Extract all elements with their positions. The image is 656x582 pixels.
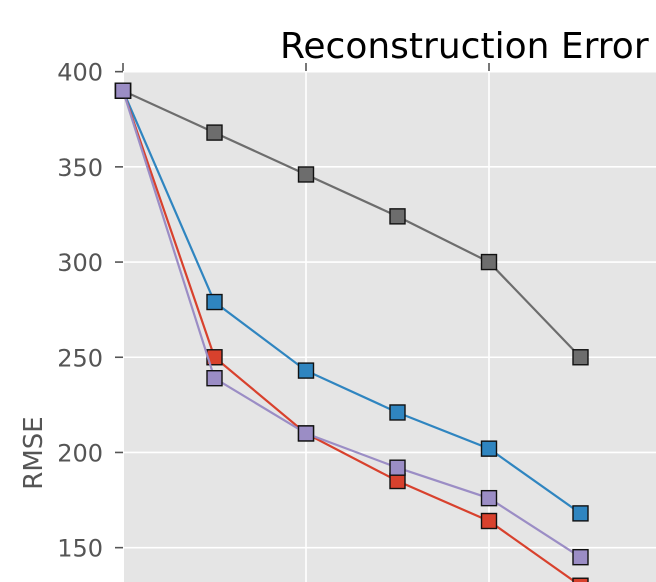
data-point [206,370,223,387]
data-point [389,404,406,421]
series-line [122,89,582,359]
series-line [121,90,582,515]
y-tick-label: 400 [57,59,103,87]
data-point [572,548,589,566]
data-point [389,208,406,225]
y-tick-label: 300 [57,249,103,277]
data-point [480,253,498,271]
series-line [121,90,578,582]
data-point [297,425,315,442]
data-point [297,166,315,183]
y-tick-label: 150 [57,535,103,563]
y-axis-label: RMSE [19,416,49,489]
data-point [389,459,406,476]
data-point [206,293,223,311]
y-tick-label: 350 [57,154,103,182]
series-4 [114,82,589,566]
y-tick-labels: 400 350 300 250 200 150 [57,59,103,563]
series-line [121,90,582,559]
data-point [572,505,589,522]
data-point [572,577,589,582]
data-point [480,440,498,457]
data-point [572,349,589,366]
data-point [480,489,498,507]
data-point [206,124,223,141]
y-tick-label: 250 [57,344,103,372]
chart-title: Reconstruction Error [280,26,649,67]
data-point [114,82,132,99]
data-point [297,362,315,379]
axis-ticks [115,63,490,549]
y-tick-label: 200 [57,439,103,467]
plot-background [124,72,656,582]
series-group [114,82,589,582]
data-point [480,512,498,530]
